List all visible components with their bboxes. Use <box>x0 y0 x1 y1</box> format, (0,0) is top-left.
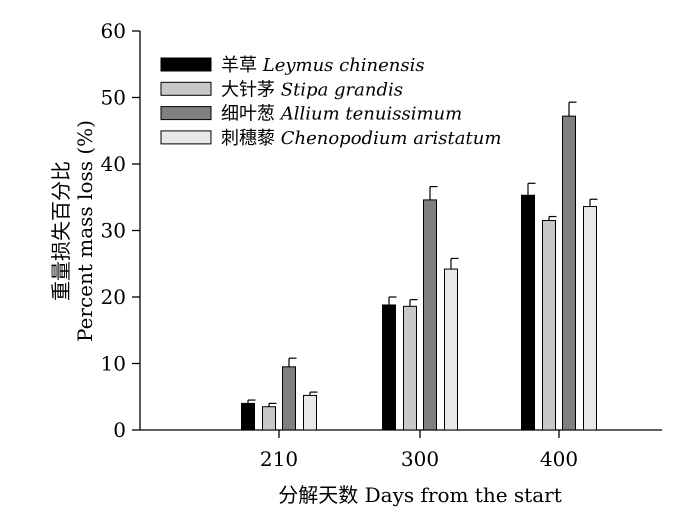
legend-swatch <box>160 81 212 96</box>
error-bars <box>247 101 598 407</box>
y-tick-label: 40 <box>101 152 126 176</box>
plot-area: 0 10 20 30 40 50 60 210 300 400 <box>101 19 662 471</box>
y-axis-title: 重量损失百分比 Percent mass loss (%) <box>49 120 97 342</box>
y-ticks: 0 10 20 30 40 50 60 <box>101 19 140 442</box>
y-tick-label: 20 <box>101 285 126 309</box>
legend-label: 细叶葱 Allium tenuissimum <box>221 104 462 125</box>
bar <box>444 268 458 431</box>
x-tick-label: 400 <box>540 447 578 471</box>
y-tick-label: 30 <box>101 219 126 243</box>
legend-swatch <box>160 130 212 145</box>
bars <box>241 115 597 431</box>
y-tick-label: 60 <box>101 19 126 43</box>
x-ticks: 210 300 400 <box>260 430 578 471</box>
bar <box>542 220 556 431</box>
y-axis-title-line-2: Percent mass loss (%) <box>73 120 97 342</box>
legend: 羊草 Leymus chinensis 大针茅 Stipa grandis 细叶葱 … <box>160 55 501 149</box>
legend-label: 羊草 Leymus chinensis <box>221 55 425 76</box>
bar <box>303 394 317 431</box>
legend-swatch <box>160 106 212 121</box>
bar <box>423 199 437 431</box>
x-axis-title: 分解天数 Days from the start <box>278 483 562 507</box>
bar <box>521 194 535 431</box>
bar <box>382 304 396 431</box>
bar <box>562 115 576 431</box>
legend-label: 大针茅 Stipa grandis <box>221 79 403 100</box>
bar <box>403 305 417 431</box>
x-tick-label: 210 <box>260 447 298 471</box>
x-tick-label: 300 <box>401 447 439 471</box>
bar <box>282 366 296 431</box>
legend-swatch <box>160 57 212 72</box>
legend-label: 刺穗藜 Chenopodium aristatum <box>221 128 501 149</box>
y-tick-label: 0 <box>113 418 126 442</box>
y-tick-label: 10 <box>101 352 126 376</box>
bar <box>262 406 276 431</box>
bar <box>583 206 597 431</box>
bar <box>241 402 255 431</box>
y-tick-label: 50 <box>101 86 126 110</box>
y-axis-title-line-1: 重量损失百分比 <box>49 161 73 301</box>
